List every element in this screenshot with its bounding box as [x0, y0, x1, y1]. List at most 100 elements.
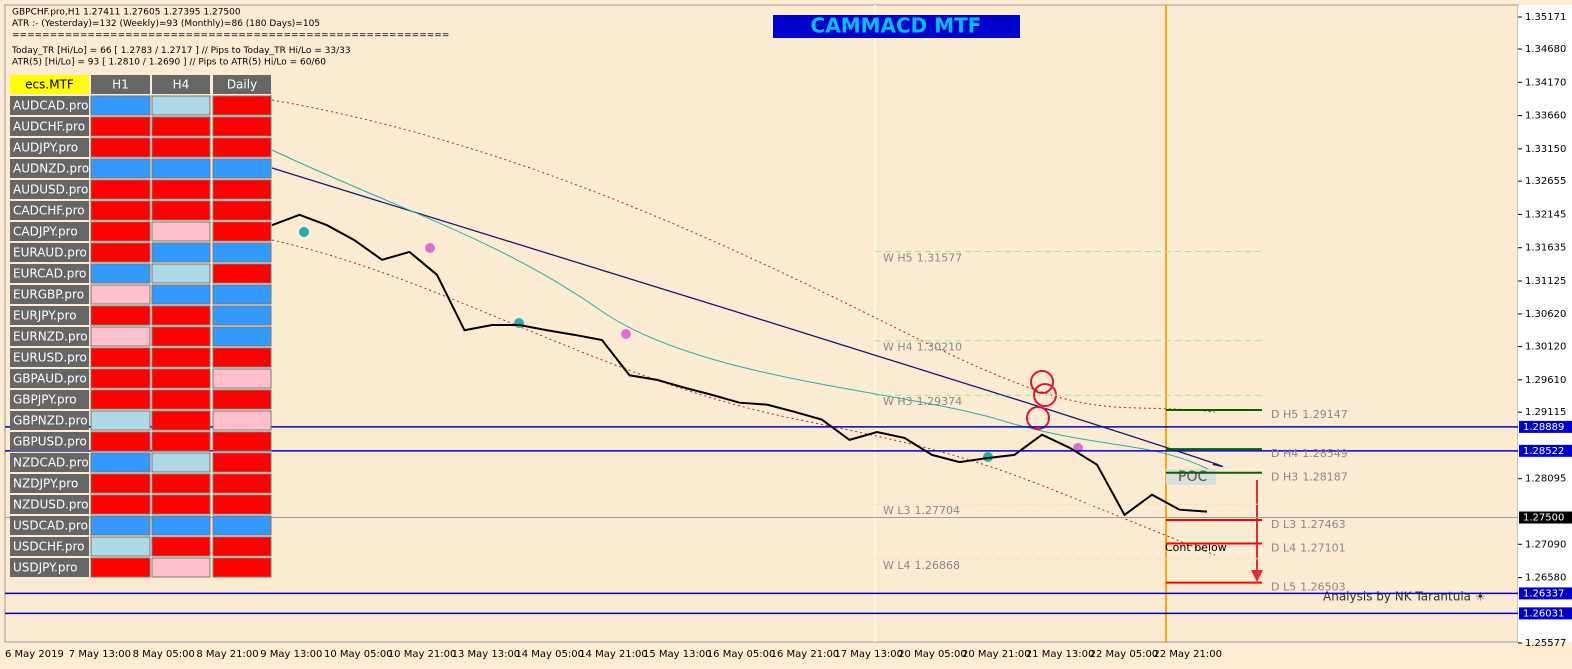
price-marker: [1519, 444, 1572, 457]
symbol-cell: [10, 348, 89, 367]
level-price: 1.26503: [1300, 581, 1346, 594]
level-name: D H4: [1271, 447, 1298, 460]
header-line: ========================================…: [12, 31, 449, 41]
symbol-cell: [10, 453, 89, 472]
level-price: 1.30210: [917, 341, 963, 354]
symbol-cell: [10, 474, 89, 493]
upper-envelope: [271, 99, 1216, 413]
symbol-cell: [10, 264, 89, 283]
signal-cell: [151, 431, 211, 452]
time-label: 22 May 05:00: [1090, 649, 1159, 660]
signal-cell: [151, 158, 211, 179]
signal-cell: [90, 410, 151, 431]
credit: Analysis by NK Tarantula ☀: [1323, 590, 1486, 604]
weekly-level-label: W L3 1.27704: [883, 504, 960, 517]
table-header-cell: [213, 75, 271, 94]
signal-cell: [151, 200, 211, 221]
price-marker-label: 1.27500: [1523, 513, 1564, 524]
signal-cell: [90, 305, 151, 326]
signal-cell: [212, 95, 272, 116]
symbol-cell: [10, 537, 89, 556]
daily-level-label: D L4 1.27101: [1271, 542, 1346, 555]
time-label: 7 May 13:00: [69, 649, 131, 660]
price-marker-label: 1.28522: [1523, 446, 1564, 457]
symbol: EURAUD.pro: [13, 246, 87, 260]
symbol-cell: [10, 243, 89, 262]
level-price: 1.26868: [915, 559, 961, 572]
symbol-cell: [10, 327, 89, 346]
signal-cell: [90, 452, 151, 473]
daily-level-label: D H4 1.28549: [1271, 447, 1348, 460]
level-price: 1.31577: [917, 252, 963, 265]
weekly-level-label: W L4 1.26868: [883, 559, 960, 572]
signal-cell: [212, 473, 272, 494]
signal-cell: [90, 347, 151, 368]
signal-circle: [1030, 370, 1054, 394]
price-tick-label: 1.30120: [1525, 342, 1566, 353]
signal-cell: [151, 452, 211, 473]
table-header: H4: [173, 78, 190, 92]
symbol: USDJPY.pro: [13, 561, 78, 575]
symbol: GBPJPY.pro: [13, 393, 77, 407]
symbol-cell: [10, 159, 89, 178]
price-tick-label: 1.28095: [1525, 474, 1566, 485]
level-price: 1.28187: [1302, 471, 1348, 484]
time-label: 8 May 05:00: [133, 649, 195, 660]
daily-level-label: D L5 1.26503: [1271, 581, 1346, 594]
level-price: 1.28549: [1302, 447, 1348, 460]
signal-cell: [151, 536, 211, 557]
level-price: 1.27101: [1300, 542, 1346, 555]
symbol: AUDJPY.pro: [13, 141, 78, 155]
symbol: CADJPY.pro: [13, 225, 78, 239]
signal-cell: [90, 221, 151, 242]
signal-cell: [90, 557, 151, 578]
signal-cell: [90, 242, 151, 263]
signal-cell: [90, 137, 151, 158]
signal-cell: [212, 200, 272, 221]
price-line-close: [271, 213, 1208, 517]
band-line: [271, 149, 1211, 471]
daily-level-label: D L3 1.27463: [1271, 518, 1346, 531]
header-line: ATR(5) [Hi/Lo] = 93 [ 1.2810 / 1.2690 ] …: [12, 58, 326, 68]
level-name: D L3: [1271, 518, 1296, 531]
signal-cell: [151, 137, 211, 158]
price-tick-label: 1.25577: [1525, 638, 1566, 649]
symbol: GBPUSD.pro: [13, 435, 87, 449]
title-box: [773, 15, 1020, 38]
time-label: 14 May 21:00: [579, 649, 648, 660]
signal-cell: [212, 326, 272, 347]
poc-label: POC: [1178, 469, 1207, 485]
price-marker-label: 1.26031: [1523, 608, 1564, 619]
signal-cell: [151, 179, 211, 200]
price-tick-label: 1.29115: [1525, 407, 1566, 418]
signal-cell: [212, 431, 272, 452]
signal-cell: [90, 368, 151, 389]
symbol: AUDCAD.pro: [13, 99, 89, 113]
symbol-cell: [10, 306, 89, 325]
header-line: GBPCHF.pro,H1 1.27411 1.27605 1.27395 1.…: [12, 8, 241, 18]
level-price: 1.29147: [1302, 408, 1348, 421]
signal-cell: [212, 368, 272, 389]
price-tick-label: 1.31635: [1525, 243, 1566, 254]
signal-cell: [90, 95, 151, 116]
signal-cell: [212, 242, 272, 263]
dot: [983, 452, 993, 462]
time-label: 15 May 13:00: [643, 649, 712, 660]
signal-cell: [90, 326, 151, 347]
symbol-cell: [10, 369, 89, 388]
time-label: 9 May 13:00: [260, 649, 322, 660]
signal-cell: [212, 389, 272, 410]
level-price: 1.27704: [915, 504, 961, 517]
signal-cell: [90, 536, 151, 557]
signal-cell: [151, 284, 211, 305]
signal-cell: [212, 515, 272, 536]
signal-cell: [212, 494, 272, 515]
time-label: 21 May 13:00: [1026, 649, 1095, 660]
time-label: 10 May 21:00: [388, 649, 457, 660]
symbol-cell: [10, 117, 89, 136]
price-tick-label: 1.32145: [1525, 209, 1566, 220]
signal-cell: [151, 557, 211, 578]
dot: [425, 243, 435, 253]
daily-level-label: D H3 1.28187: [1271, 471, 1348, 484]
